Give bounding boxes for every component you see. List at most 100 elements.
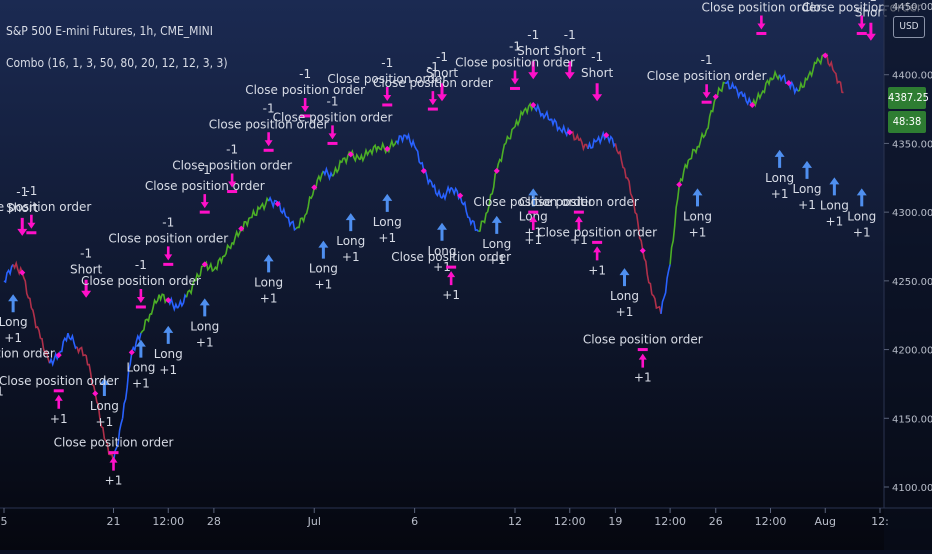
price-segment [176,293,188,309]
close-position-arrow [529,216,538,231]
close-position-label: Close position order [0,346,55,360]
close-position-arrow [54,394,63,409]
price-line-layer [3,53,844,463]
close-position-arrow [857,15,866,30]
y-tick-label: 4150.00 [892,414,932,425]
signal-diamond [749,101,756,108]
close-position-arrow [574,216,583,231]
x-tick-label: 21 [107,515,121,528]
price-segment [797,76,808,92]
long-entry-arrow [382,193,393,212]
close-position-bar [856,31,867,35]
signal-diamond [822,52,829,59]
price-segment [167,296,179,312]
y-tick-label: 4100.00 [892,483,932,494]
close-position-bar [163,262,174,266]
x-tick-label: 12:00 [755,515,787,528]
long-entry-label: Long [683,209,712,223]
close-position-bar [199,210,210,214]
price-segment [623,168,635,202]
price-segment [21,272,33,309]
long-entry-arrow [437,222,447,241]
long-entry-label: Long [373,215,402,229]
price-segment [596,130,608,146]
symbol-title: S&P 500 E-mini Futures, 1h, CME_MINI [6,24,213,38]
x-tick-label: 12:00 [654,515,686,528]
close-position-qty: +1 [442,288,460,302]
close-position-label: Close position order [647,69,767,83]
short-entry-qty: -1 [591,50,603,64]
close-position-qty: -1 [381,56,393,70]
long-entry-arrow [8,294,19,313]
price-segment [550,118,562,133]
close-position-qty: -1 [162,215,174,229]
close-position-label: Close position order [373,76,493,90]
price-segment [559,123,571,138]
y-tick-label: 4250.00 [892,277,932,288]
short-entry-qty: -1 [564,28,576,42]
price-segment [697,129,708,149]
long-entry-qty: +1 [771,187,789,201]
price-segment [103,438,115,463]
close-position-bar [227,190,238,194]
long-entry-qty: +1 [132,377,150,391]
x-tick-label: Jul [307,515,321,528]
price-segment [58,332,69,356]
close-position-qty: -1 [263,101,275,115]
long-entry-label: Long [765,171,794,185]
long-entry-qty: +1 [260,291,278,305]
short-entry-label: Short [70,263,102,277]
x-tick-label: 6 [411,515,418,528]
currency-badge[interactable]: USD [893,16,925,38]
close-position-label: Close position order [455,55,575,69]
close-position-qty: +1 [0,384,4,398]
close-position-arrow [383,86,392,101]
price-segment [76,346,87,357]
price-segment [12,260,24,277]
close-position-label: Close position order [473,195,593,209]
long-entry-label: Long [254,275,283,289]
close-position-bar [327,141,338,145]
long-entry-arrow [263,254,274,273]
y-tick-label: 4300.00 [892,208,932,219]
price-segment [295,214,306,230]
price-segment [532,102,544,118]
price-segment [368,143,379,157]
price-segment [486,170,498,213]
close-position-arrow [702,84,711,99]
long-entry-arrow [318,240,329,259]
close-position-label: Close position order [245,83,365,97]
y-tick-label: 4200.00 [892,346,932,357]
long-entry-arrow [528,188,539,207]
long-entry-qty: +1 [96,415,114,429]
price-segment [377,141,389,155]
close-position-qty: -1 [299,67,311,81]
price-segment [3,263,14,284]
signal-diamond [603,132,610,139]
close-position-arrow [200,194,209,209]
close-position-arrow [109,456,118,471]
x-tick-label: 12: [871,515,889,528]
short-entry-label: Short [517,44,549,58]
signal-diamond [92,390,99,397]
price-segment [40,337,51,364]
y-tick-label: 4350.00 [892,139,932,150]
price-segment [149,294,160,316]
long-entry-label: Long [482,237,511,251]
last-price-tag: 4387.25 [888,87,929,109]
close-position-arrow [228,173,237,188]
study-title[interactable]: Combo (16, 1, 3, 50, 80, 20, 12, 12, 3, … [6,56,228,70]
short-entry-qty: -1 [527,28,539,42]
price-segment [258,196,270,212]
close-position-arrow [164,246,173,261]
close-position-bar [263,148,274,152]
close-position-label: Close position order [172,159,292,173]
close-position-arrow [638,353,647,368]
price-segment [112,418,124,463]
price-segment [678,159,690,185]
close-position-bar [573,210,584,214]
price-segment [505,126,516,144]
close-position-bar [108,451,119,455]
